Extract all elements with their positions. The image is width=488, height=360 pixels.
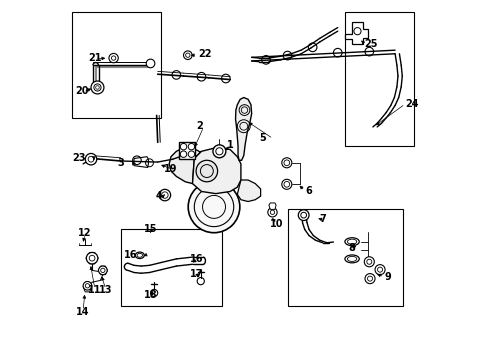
Polygon shape: [86, 252, 98, 264]
Polygon shape: [344, 22, 367, 44]
Polygon shape: [235, 98, 251, 160]
Polygon shape: [169, 148, 201, 184]
Circle shape: [364, 274, 374, 284]
Polygon shape: [192, 148, 241, 194]
Text: 11: 11: [88, 285, 101, 296]
Text: 12: 12: [78, 228, 91, 238]
Text: 4: 4: [156, 191, 162, 201]
Circle shape: [197, 278, 204, 285]
Text: 19: 19: [164, 163, 177, 174]
Circle shape: [196, 160, 217, 182]
Circle shape: [85, 153, 97, 165]
Bar: [344, 12, 413, 146]
Text: 8: 8: [348, 243, 355, 253]
Circle shape: [212, 145, 225, 158]
Circle shape: [91, 81, 104, 94]
Polygon shape: [237, 180, 260, 202]
Text: 14: 14: [76, 307, 89, 317]
Text: 25: 25: [364, 39, 377, 49]
Polygon shape: [134, 157, 148, 167]
Text: 21: 21: [88, 53, 101, 63]
Bar: [121, 229, 222, 306]
Text: 16: 16: [190, 254, 203, 264]
Circle shape: [298, 210, 308, 221]
Circle shape: [374, 265, 384, 275]
Text: 6: 6: [305, 186, 311, 197]
Polygon shape: [179, 142, 195, 159]
Polygon shape: [83, 282, 92, 292]
Circle shape: [188, 181, 239, 233]
Bar: [72, 12, 161, 118]
Circle shape: [150, 289, 158, 297]
Bar: [287, 210, 402, 306]
Circle shape: [109, 53, 118, 63]
Text: 16: 16: [124, 249, 137, 260]
Circle shape: [99, 266, 107, 275]
Text: 3: 3: [118, 158, 124, 168]
Text: 22: 22: [198, 49, 211, 59]
Text: 17: 17: [190, 269, 203, 279]
Text: 18: 18: [143, 291, 157, 301]
Circle shape: [364, 257, 373, 267]
Circle shape: [267, 208, 277, 217]
Text: 9: 9: [384, 272, 390, 282]
Circle shape: [281, 158, 291, 168]
Text: 13: 13: [99, 285, 112, 296]
Polygon shape: [268, 203, 276, 210]
Circle shape: [83, 282, 92, 290]
Text: 1: 1: [226, 140, 233, 150]
Circle shape: [146, 59, 155, 68]
Circle shape: [281, 179, 291, 189]
Text: 5: 5: [259, 133, 265, 143]
Text: 23: 23: [72, 153, 86, 163]
Text: 2: 2: [196, 121, 203, 131]
Text: 10: 10: [269, 219, 283, 229]
Text: 24: 24: [405, 99, 418, 109]
Polygon shape: [98, 266, 107, 275]
Text: 20: 20: [76, 86, 89, 96]
Text: 15: 15: [143, 225, 157, 234]
Circle shape: [86, 252, 98, 264]
Circle shape: [183, 51, 192, 59]
Text: 7: 7: [319, 215, 325, 224]
